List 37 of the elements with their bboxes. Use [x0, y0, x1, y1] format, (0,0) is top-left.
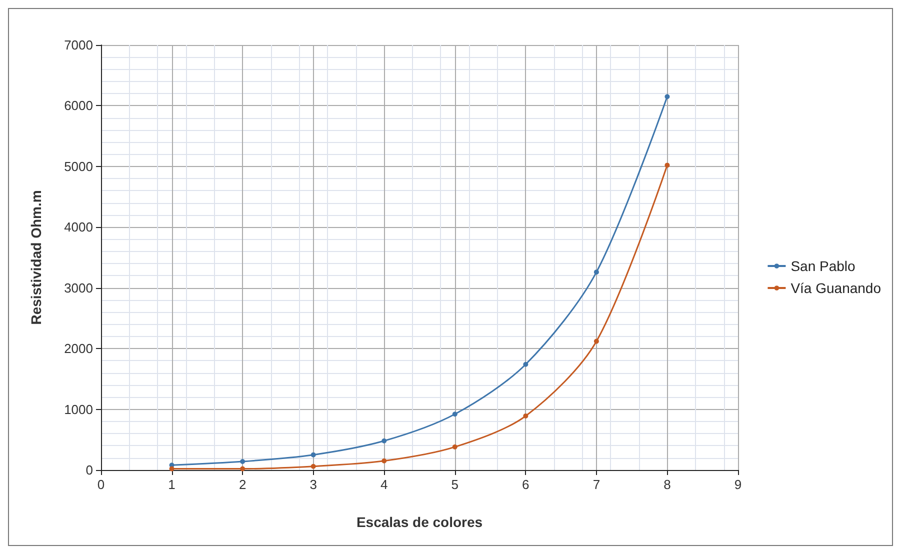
x-tick-label: 4 [380, 477, 388, 492]
point [452, 412, 458, 417]
point [523, 362, 528, 367]
x-axis-title: Escalas de colores [356, 514, 483, 530]
y-tick-label: 4000 [64, 220, 93, 235]
x-tick-label: 5 [451, 477, 459, 492]
point [594, 338, 599, 344]
y-tick-label: 3000 [64, 280, 93, 296]
x-tick-label: 6 [522, 477, 530, 492]
y-tick-label: 5000 [64, 158, 93, 174]
x-tick-label: 7 [592, 477, 600, 492]
x-tick-label: 8 [664, 477, 671, 492]
x-tick-label: 1 [168, 477, 176, 492]
y-axis-title: Resistividad Ohm.m [28, 190, 44, 325]
y-tick-label: 2000 [64, 341, 93, 356]
point [664, 94, 670, 100]
y-tick-label: 7000 [64, 38, 93, 52]
y-tick-label: 0 [86, 462, 93, 478]
point [169, 466, 174, 472]
point [594, 270, 599, 275]
x-tick-label: 3 [310, 477, 317, 492]
y-tick-label: 1000 [64, 402, 93, 417]
point [382, 438, 387, 444]
point [664, 162, 670, 168]
y-tick-label: 6000 [64, 98, 93, 114]
point [240, 459, 246, 464]
legend-label: Vía Guanando [790, 280, 882, 296]
legend-label: San Pablo [790, 258, 856, 274]
point [310, 452, 316, 458]
x-tick-label: 2 [238, 477, 246, 492]
x-tick-label: 0 [97, 477, 105, 492]
x-tick-label: 9 [734, 477, 742, 492]
point [452, 444, 458, 450]
point [310, 464, 316, 469]
point [382, 458, 387, 464]
point [240, 466, 246, 472]
point [523, 413, 528, 418]
